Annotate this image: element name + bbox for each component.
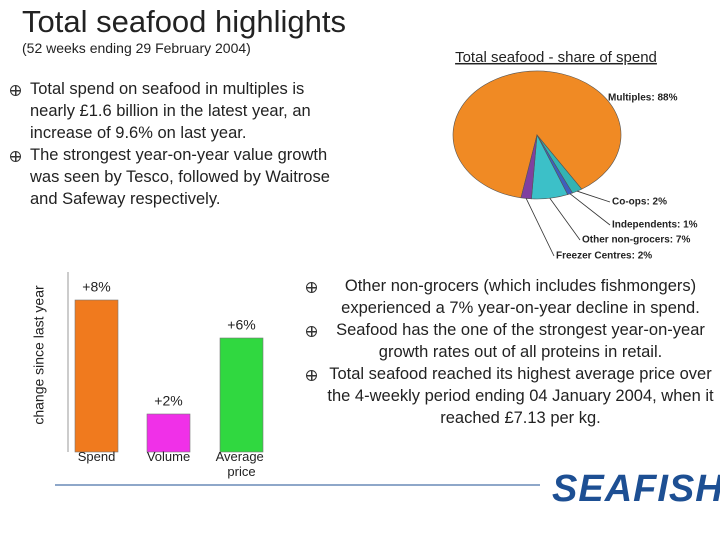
bullet-list: Other non-grocers (which includes fishmo… <box>300 275 715 429</box>
leader-line <box>577 190 611 203</box>
x-tick-label: Volume <box>147 449 190 464</box>
bar <box>74 299 119 453</box>
bullet: The strongest year-on-year value growth … <box>4 144 334 210</box>
leader-line <box>549 198 581 241</box>
slice-label: Freezer Centres: 2% <box>556 251 652 262</box>
x-tick-label: Spend <box>78 449 116 464</box>
x-tick-label: Average price <box>216 449 268 479</box>
value-label: +6% <box>227 317 255 333</box>
bullet: Total spend on seafood in multiples is n… <box>4 78 334 144</box>
slice-label: Co-ops: 2% <box>612 197 667 208</box>
value-label: +8% <box>82 279 110 295</box>
y-axis-label: change since last year <box>31 285 47 425</box>
bar <box>146 413 191 453</box>
slice-label: Independents: 1% <box>612 220 698 231</box>
slice-label: Multiples: 88% <box>608 93 678 104</box>
slide-subtitle: (52 weeks ending 29 February 2004) <box>22 40 251 56</box>
slide-title: Total seafood highlights <box>22 4 347 39</box>
leader-line <box>569 193 611 226</box>
pie-slice <box>520 134 538 200</box>
bullet: Other non-grocers (which includes fishmo… <box>300 275 715 319</box>
bullet-list: Total spend on seafood in multiples is n… <box>4 78 334 210</box>
slice-label: Other non-grocers: 7% <box>582 235 690 246</box>
value-label: +2% <box>154 393 182 409</box>
bullet: Total seafood reached its highest averag… <box>300 363 715 429</box>
leader-line <box>525 198 555 257</box>
chart-title: Total seafood - share of spend <box>455 49 657 66</box>
bar <box>219 337 264 453</box>
logo: SEAFISH <box>552 468 720 510</box>
bullet: Seafood has the one of the strongest yea… <box>300 319 715 363</box>
